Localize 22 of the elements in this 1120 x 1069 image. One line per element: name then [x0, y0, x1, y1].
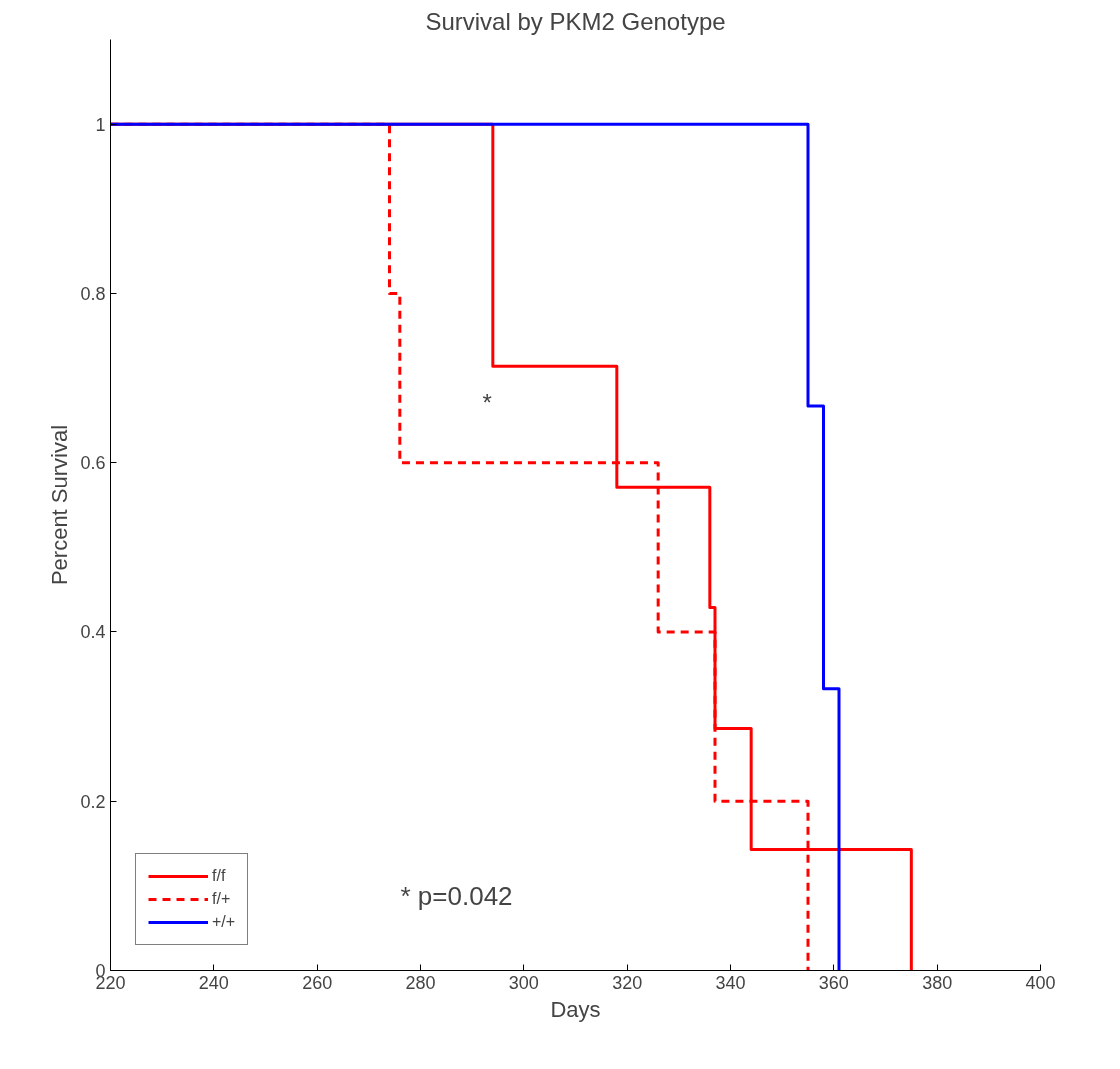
chart-title: Survival by PKM2 Genotype	[425, 7, 726, 35]
x-tick-label: 280	[405, 972, 436, 993]
x-tick-label: 300	[508, 972, 539, 993]
x-tick-label: 340	[715, 972, 746, 993]
x-axis-title: Days	[550, 996, 601, 1022]
y-tick-label: 0.6	[80, 453, 106, 474]
x-tick-label: 380	[922, 972, 953, 993]
y-tick-label: 1	[95, 114, 106, 135]
x-tick-label: 360	[818, 972, 849, 993]
x-tick-label: 400	[1025, 972, 1056, 993]
legend-label: +/+	[212, 913, 236, 931]
legend-label: f/+	[212, 890, 232, 908]
x-tick-label: 320	[612, 972, 643, 993]
x-tick-label: 240	[198, 972, 229, 993]
annotation: *	[482, 388, 492, 416]
y-axis-title: Percent Survival	[47, 424, 73, 586]
y-tick-label: 0.4	[80, 622, 106, 643]
x-tick-label: 260	[302, 972, 333, 993]
y-tick-label: 0.2	[80, 791, 106, 812]
y-tick-label: 0.8	[80, 283, 106, 304]
annotation: * p=0.042	[400, 880, 513, 911]
legend-label: f/f	[212, 867, 227, 885]
